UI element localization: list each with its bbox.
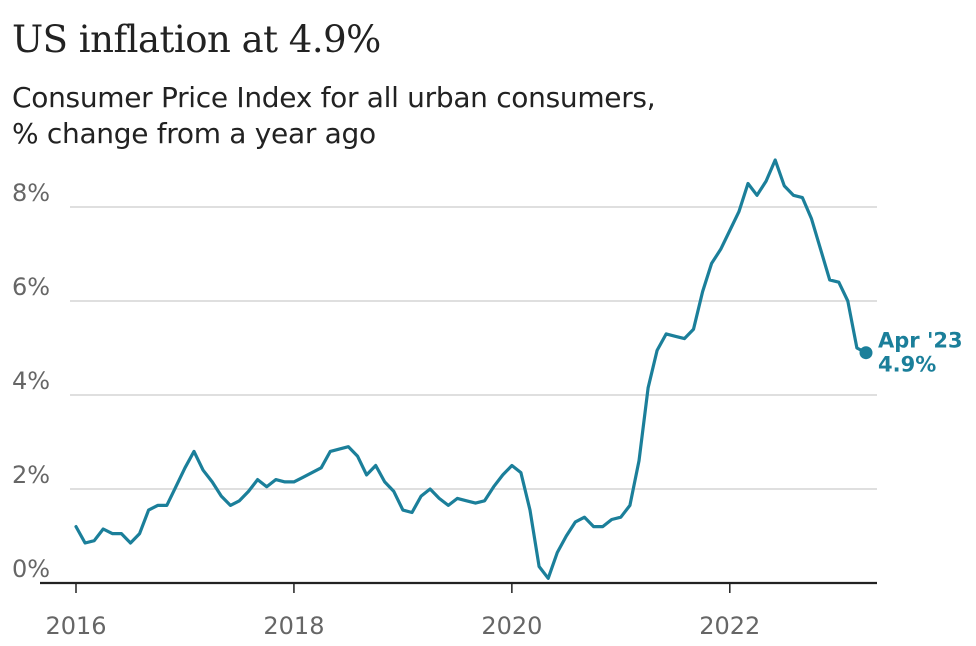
annotation-date-label: Apr '23 — [878, 329, 963, 353]
annotation-marker — [859, 346, 873, 360]
x-axis: 2016 2018 2020 2022 — [40, 581, 877, 640]
chart-title: US inflation at 4.9% — [12, 18, 381, 61]
x-tick-label-2018: 2018 — [263, 612, 324, 640]
x-tick-label-2022: 2022 — [699, 612, 760, 640]
x-tick-label-2020: 2020 — [481, 612, 542, 640]
y-axis-labels: 0% 2% 4% 6% 8% — [12, 179, 50, 583]
y-tick-label-8: 8% — [12, 179, 50, 207]
chart-subtitle: Consumer Price Index for all urban consu… — [12, 80, 656, 152]
series-layer — [74, 158, 868, 580]
y-tick-label-6: 6% — [12, 273, 50, 301]
series-line-0 — [74, 158, 868, 580]
subtitle-line-2: % change from a year ago — [12, 117, 376, 150]
y-tick-label-4: 4% — [12, 367, 50, 395]
annotation-layer: Apr '234.9% — [859, 329, 963, 377]
y-tick-label-0: 0% — [12, 555, 50, 583]
gridlines — [70, 206, 877, 490]
y-tick-label-2: 2% — [12, 461, 50, 489]
subtitle-line-1: Consumer Price Index for all urban consu… — [12, 81, 656, 114]
x-tick-label-2016: 2016 — [45, 612, 106, 640]
annotation-value-label: 4.9% — [878, 353, 936, 377]
